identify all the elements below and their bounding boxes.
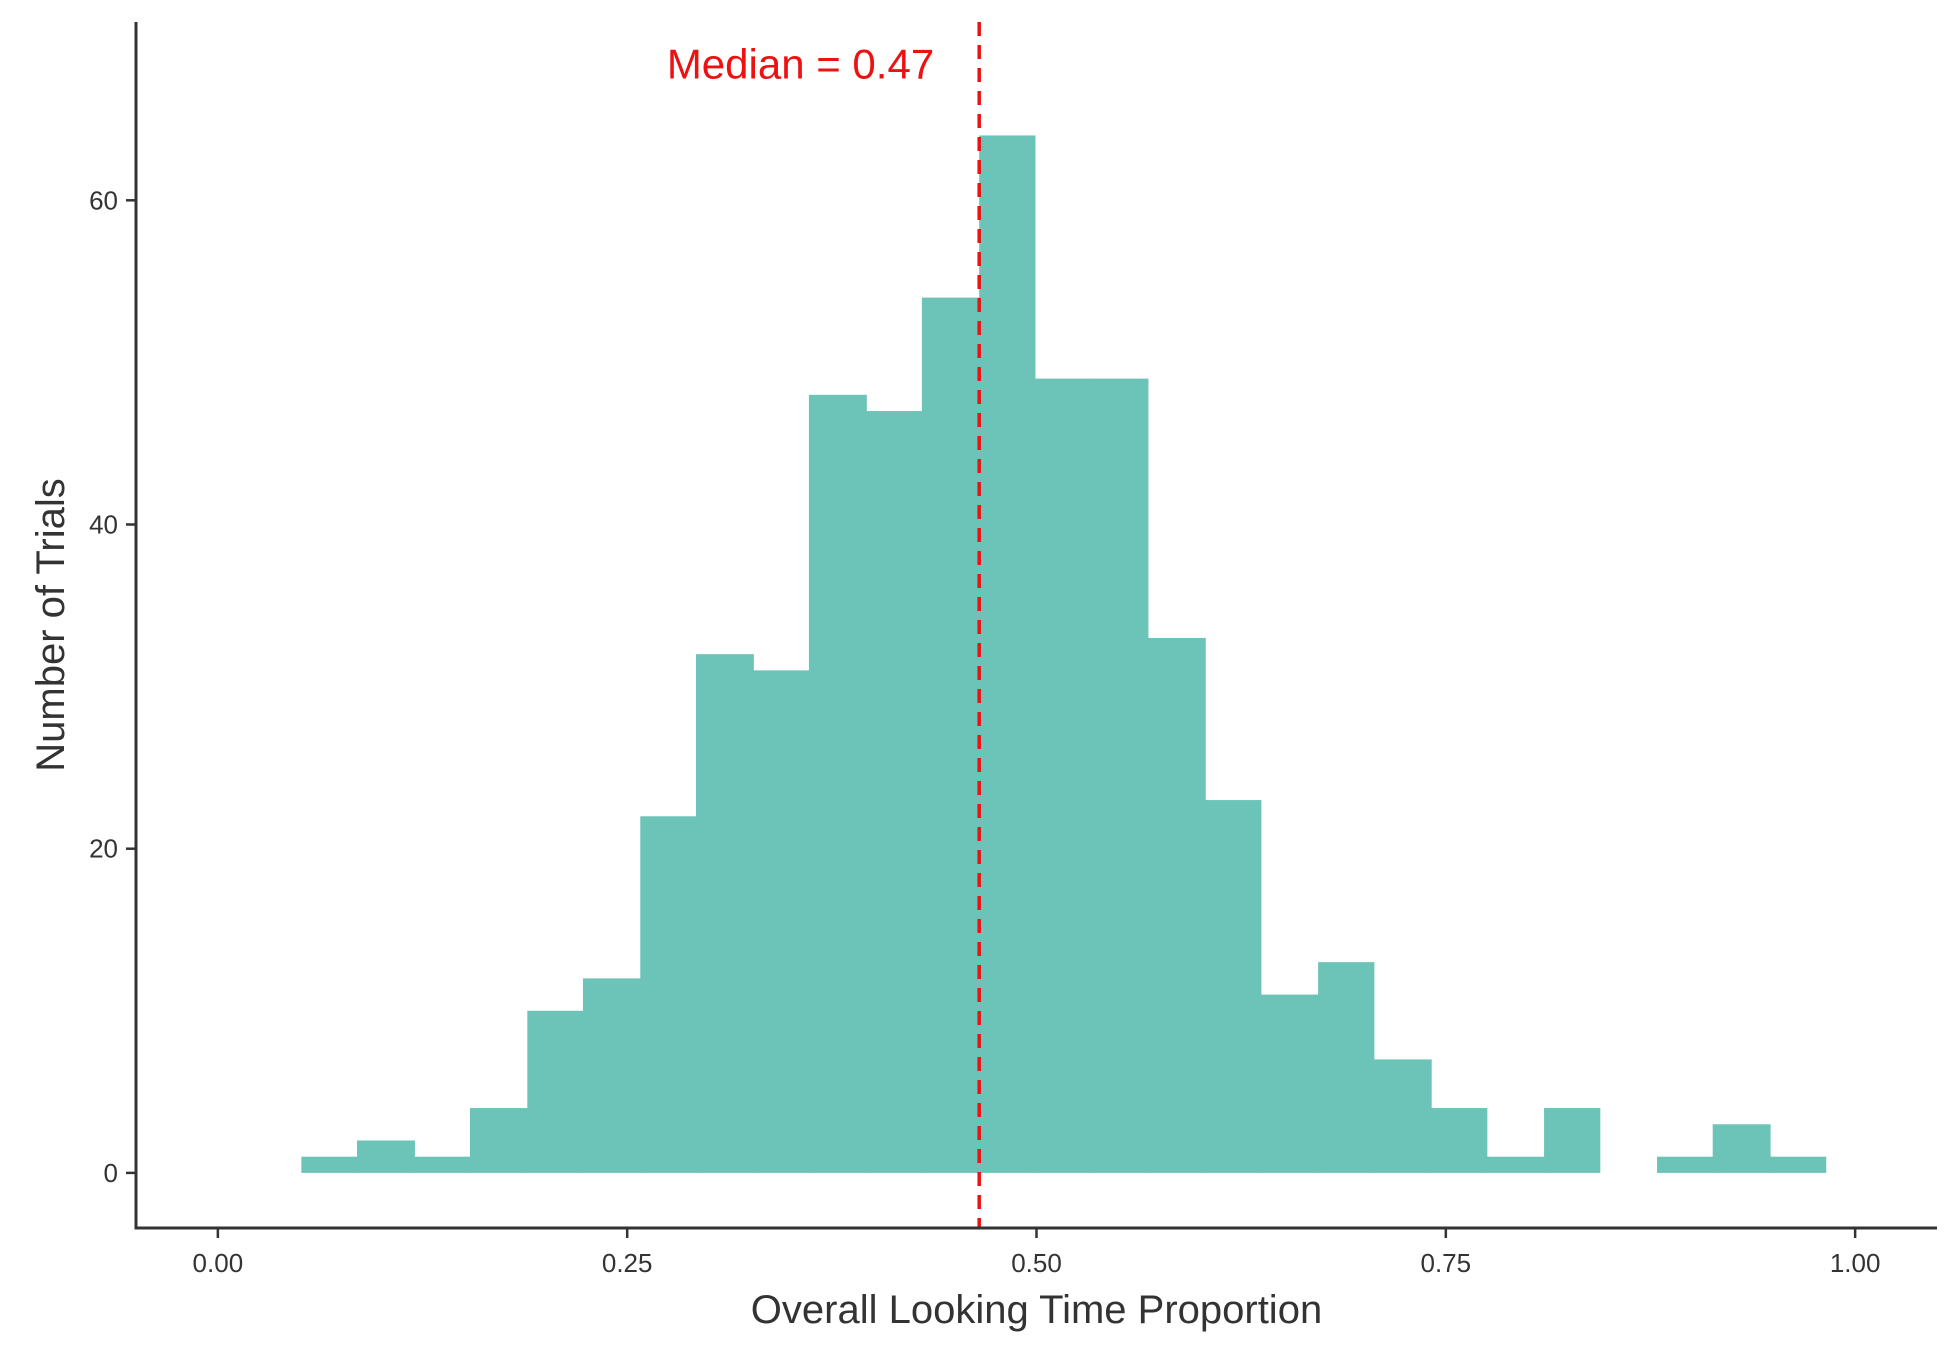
histogram-bar <box>1544 1108 1601 1173</box>
histogram-bar <box>866 411 923 1173</box>
y-tick-label: 40 <box>89 510 118 540</box>
x-tick-label: 1.00 <box>1830 1248 1881 1278</box>
histogram-bar <box>1205 800 1262 1173</box>
x-axis-title: Overall Looking Time Proportion <box>751 1288 1322 1332</box>
histogram-bar <box>582 978 641 1173</box>
histogram-bar <box>979 135 1036 1173</box>
histogram-bar <box>808 394 867 1173</box>
y-tick-label: 0 <box>104 1158 118 1188</box>
histogram-bar <box>1147 637 1206 1173</box>
histogram-bar <box>695 654 754 1173</box>
x-tick-label: 0.75 <box>1421 1248 1472 1278</box>
median-annotation: Median = 0.47 <box>667 41 934 88</box>
histogram-bar <box>301 1156 358 1173</box>
x-axis-ticks: 0.00 0.25 0.50 0.75 1.00 <box>193 1228 1881 1278</box>
histogram-bar <box>1373 1059 1432 1173</box>
histogram-bar <box>1657 1156 1714 1173</box>
histogram-bar <box>1092 378 1149 1173</box>
histogram-bar <box>1486 1156 1545 1173</box>
x-tick-label: 0.50 <box>1011 1248 1062 1278</box>
histogram-bar <box>1769 1156 1827 1173</box>
histogram-bar <box>414 1156 471 1173</box>
histogram-bar <box>1712 1124 1771 1173</box>
y-tick-label: 60 <box>89 185 118 215</box>
histogram-bar <box>921 297 980 1173</box>
x-tick-label: 0.25 <box>602 1248 653 1278</box>
histogram-bar <box>1034 378 1093 1173</box>
y-tick-label: 20 <box>89 834 118 864</box>
histogram-bar <box>527 1010 584 1173</box>
y-axis-ticks: 0 20 40 60 <box>89 185 136 1188</box>
histogram-bar <box>1260 994 1319 1173</box>
histogram-bar <box>357 1140 415 1173</box>
histogram-bar <box>640 816 697 1173</box>
histogram-bar <box>1318 962 1375 1173</box>
y-axis-title: Number of Trials <box>29 478 73 771</box>
x-tick-label: 0.00 <box>193 1248 244 1278</box>
histogram-bar <box>753 670 810 1173</box>
bars-group <box>301 135 1827 1173</box>
histogram-bar <box>1431 1108 1488 1173</box>
histogram-bar <box>470 1108 528 1173</box>
